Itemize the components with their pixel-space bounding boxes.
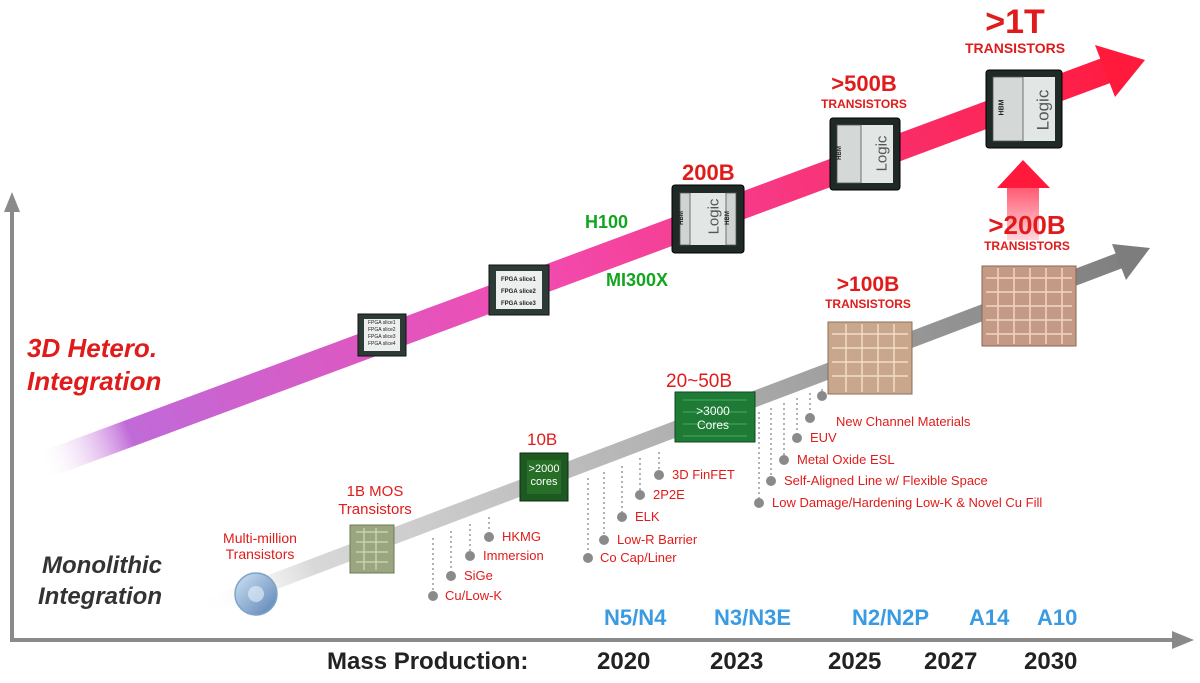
- tech-new-channel: New Channel Materials: [836, 414, 971, 429]
- hbm-label-200b-left: HBM: [678, 211, 685, 225]
- year-2030: 2030: [1024, 648, 1078, 675]
- fpga-small-slice1: FPGA slice1: [368, 320, 396, 326]
- die-1b-image: [349, 524, 395, 574]
- tech-self-aligned-line: Self-Aligned Line w/ Flexible Space: [784, 473, 988, 488]
- multi-million-line1: Multi-million: [223, 530, 297, 546]
- cores2000-line1: >2000: [528, 463, 560, 475]
- milestone-500b-sub: TRANSISTORS: [821, 97, 907, 111]
- milestone-500b: >500B: [831, 71, 897, 96]
- milestone-200b-mono-group: >200B TRANSISTORS: [965, 211, 1089, 253]
- fpga-package-small: [357, 313, 407, 357]
- cores2000-label: >2000 cores: [526, 463, 562, 489]
- fpga-small-slice2: FPGA slice2: [368, 327, 396, 333]
- cores3000-label: >3000 Cores: [693, 404, 733, 432]
- milestone-10b: 10B: [527, 430, 558, 449]
- product-h100: H100: [585, 212, 629, 232]
- milestone-200b-mono: >200B: [988, 210, 1066, 240]
- node-a14: A14: [969, 605, 1010, 630]
- milestone-200b: 200B: [682, 160, 735, 185]
- product-mi300x: MI300X: [606, 270, 669, 290]
- hbm-label-200b-right: HBM: [724, 211, 731, 225]
- hetero-arrow: [40, 45, 1145, 477]
- die-200b-image: [981, 265, 1077, 347]
- year-2025: 2025: [828, 648, 882, 675]
- die-10b-image: [519, 452, 569, 502]
- x-axis-prefix: Mass Production:: [327, 648, 529, 675]
- hetero-label-line2: Integration: [27, 366, 162, 396]
- hbm-label-1t: HBM: [998, 99, 1006, 116]
- tech-2p2e: 2P2E: [653, 487, 685, 502]
- hetero-label-line1: 3D Hetero.: [27, 333, 158, 363]
- fpga-small-slice3: FPGA slice3: [368, 334, 396, 340]
- die-2050b-image: [674, 391, 756, 443]
- node-n3-n3e: N3/N3E: [714, 605, 792, 630]
- fpga-small-labels: FPGA slice1 FPGA slice2 FPGA slice3 FPGA…: [368, 320, 396, 348]
- cores3000-line2: Cores: [696, 418, 729, 432]
- tech-low-r-barrier: Low-R Barrier: [617, 532, 698, 547]
- tech-cu-low-k: Cu/Low-K: [445, 588, 503, 603]
- node-a10: A10: [1037, 605, 1078, 630]
- node-n5-n4: N5/N4: [604, 605, 667, 630]
- fpga-package-large: [488, 264, 550, 316]
- milestone-1t: >1T: [985, 3, 1045, 41]
- x-axis-arrowhead: [1172, 631, 1194, 649]
- package-200b: [671, 184, 745, 254]
- tech-3d-finfet: 3D FinFET: [672, 467, 735, 482]
- mono-label-line1: Monolithic: [42, 552, 162, 579]
- package-1t: [985, 69, 1063, 149]
- cores2000-line2: cores: [530, 476, 558, 488]
- milestone-100b: >100B: [836, 273, 900, 296]
- milestone-1t-sub: TRANSISTORS: [964, 40, 1066, 56]
- tech-euv: EUV: [810, 430, 837, 445]
- tech-co-cap-liner: Co Cap/Liner: [600, 550, 677, 565]
- fpga-large-slice3: FPGA slice3: [501, 301, 536, 307]
- upgrade-arrow: [997, 160, 1050, 240]
- year-2023: 2023: [710, 648, 764, 675]
- hbm-label-500b: HBM: [836, 146, 843, 160]
- milestone-100b-sub: TRANSISTORS: [825, 297, 911, 311]
- milestone-1b: 1B MOS Transistors: [325, 483, 425, 519]
- tech-elk: ELK: [635, 509, 660, 524]
- axes: [4, 192, 1194, 649]
- monolithic-integration-label: Monolithic Integration: [38, 550, 162, 612]
- multi-million-line2: Transistors: [225, 546, 295, 562]
- logic-label-500b: Logic: [873, 135, 891, 172]
- tech-low-damage: Low Damage/Hardening Low-K & Novel Cu Fi…: [772, 495, 1043, 510]
- logic-label-1t: Logic: [1033, 89, 1053, 131]
- technology-bullets: [428, 391, 827, 601]
- hetero-integration-label: 3D Hetero. Integration: [27, 332, 161, 398]
- wafer-image: [234, 572, 278, 616]
- y-axis-arrowhead: [4, 192, 20, 212]
- fpga-small-slice4: FPGA slice4: [368, 341, 396, 347]
- milestone-1b-line2: Transistors: [338, 501, 412, 518]
- logic-label-200b: Logic: [705, 198, 723, 235]
- year-2027: 2027: [924, 648, 978, 675]
- milestone-2050b: 20~50B: [666, 371, 733, 392]
- year-2020: 2020: [597, 648, 651, 675]
- tech-sige: SiGe: [464, 568, 493, 583]
- die-100b-image: [827, 321, 913, 395]
- tech-metal-oxide-esl: Metal Oxide ESL: [797, 452, 895, 467]
- fpga-large-slice1: FPGA slice1: [501, 277, 536, 283]
- milestone-200b-mono-sub: TRANSISTORS: [984, 239, 1070, 253]
- node-n2-n2p: N2/N2P: [852, 605, 930, 630]
- milestone-500b-group: >500B TRANSISTORS: [808, 71, 920, 111]
- fpga-large-slice2: FPGA slice2: [501, 289, 536, 295]
- mono-label-line2: Integration: [38, 583, 162, 610]
- cores3000-line1: >3000: [696, 404, 730, 418]
- milestone-100b-group: >100B TRANSISTORS: [812, 273, 924, 311]
- milestone-1t-group: >1T TRANSISTORS: [945, 4, 1085, 56]
- tech-immersion: Immersion: [483, 548, 544, 563]
- tech-hkmg: HKMG: [502, 529, 541, 544]
- package-500b: [829, 117, 901, 191]
- milestone-multi-million: Multi-million Transistors: [205, 530, 315, 562]
- milestone-1b-line1: 1B MOS: [346, 483, 404, 500]
- fpga-large-labels: FPGA slice1 FPGA slice2 FPGA slice3: [501, 274, 536, 310]
